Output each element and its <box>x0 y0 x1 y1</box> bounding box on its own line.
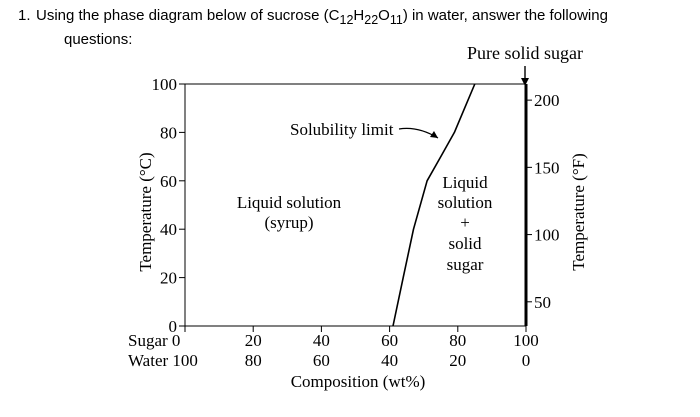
question-line-1: Using the phase diagram below of sucrose… <box>36 7 608 27</box>
y2-axis-label: Temperature (°F) <box>569 153 588 270</box>
annotation-liquid-solution: Liquid solution <box>237 193 342 212</box>
y-ticks: 0 20 40 60 80 100 <box>152 75 185 336</box>
question-text: 1. Using the phase diagram below of sucro… <box>18 6 678 49</box>
x-tick-label-water: 80 <box>245 351 262 370</box>
pure-solid-arrowhead <box>521 78 529 86</box>
annotation-two-phase-2: solution <box>438 193 493 212</box>
y-tick-label: 80 <box>160 123 177 142</box>
x-ticks: 010020804060604080201000 <box>184 326 539 370</box>
y2-ticks: 50 100 150 200 <box>526 91 560 312</box>
x-tick-label-sugar: 60 <box>381 331 398 350</box>
y-tick-label: 60 <box>160 172 177 191</box>
x-tick-label-water: 40 <box>381 351 398 370</box>
annotation-pure-solid-sugar: Pure solid sugar <box>467 43 583 63</box>
annotation-two-phase-5: sugar <box>447 255 484 274</box>
y2-tick-label: 50 <box>534 293 551 312</box>
y2-tick-label: 100 <box>534 226 560 245</box>
y-axis-label: Temperature (°C) <box>136 152 155 271</box>
annotation-two-phase-3: + <box>460 213 470 232</box>
x-tick-label-sugar: 40 <box>313 331 330 350</box>
question-line-2: questions: <box>64 31 133 48</box>
x-tick-label-sugar: 100 <box>513 331 539 350</box>
solubility-limit-curve <box>392 83 476 327</box>
x-tick-label-sugar: 80 <box>449 331 466 350</box>
annotation-syrup: (syrup) <box>264 213 313 232</box>
x-row-sugar-label: Sugar 0 <box>128 331 180 350</box>
annotation-solubility-limit: Solubility limit <box>290 120 394 139</box>
annotation-two-phase-4: solid <box>448 234 482 253</box>
y2-tick-label: 200 <box>534 91 560 110</box>
plot-frame <box>184 83 528 327</box>
x-axis-label: Composition (wt%) <box>291 372 426 391</box>
y-tick-label: 100 <box>152 75 178 94</box>
x-tick-label-water: 60 <box>313 351 330 370</box>
y2-tick-label: 150 <box>534 158 560 177</box>
y-tick-label: 0 <box>169 317 178 336</box>
series-layer <box>392 66 529 327</box>
x-row-water-label: Water 100 <box>128 351 198 370</box>
y-tick-label: 20 <box>160 269 177 288</box>
x-tick-label-water: 20 <box>449 351 466 370</box>
y-tick-label: 40 <box>160 220 177 239</box>
solubility-limit-arrowhead <box>430 131 438 138</box>
annotation-two-phase-1: Liquid <box>442 173 488 192</box>
question-number: 1. <box>18 7 31 24</box>
x-tick-label-water: 0 <box>522 351 531 370</box>
x-tick-label-sugar: 20 <box>245 331 262 350</box>
